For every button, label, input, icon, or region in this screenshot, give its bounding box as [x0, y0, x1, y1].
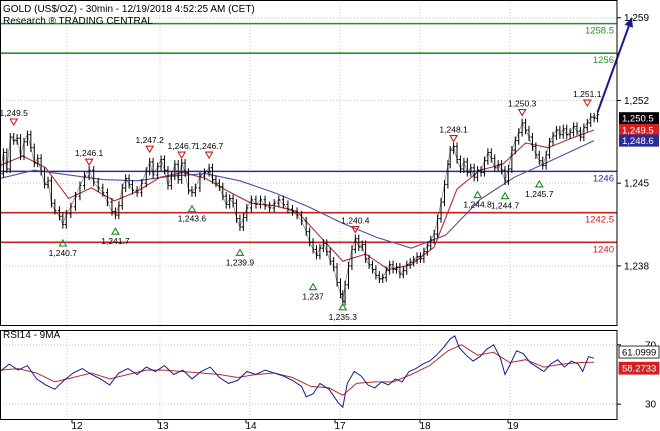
forecast-arrow-head — [624, 17, 634, 28]
x-tick-label-5: 19 — [507, 421, 519, 431]
panel-frames — [0, 0, 618, 420]
forecast-arrow-shaft — [596, 17, 633, 113]
x-tick-label-2: 14 — [245, 421, 257, 431]
level-label-bg-3 — [575, 213, 617, 225]
swing-low-label-7: 1,243.6 — [178, 214, 207, 224]
price-badge-label-0: 1,250.5 — [622, 114, 654, 125]
swing-low-label-6: 1,241.7 — [101, 236, 130, 246]
level-label-4: 1240 — [593, 244, 614, 255]
swing-high-label-2: 1,247.2 — [135, 135, 164, 145]
swing-low-marker-13 — [473, 190, 483, 199]
rsi-panel-frame — [0, 330, 618, 420]
swing-low-label-16: 1,245.7 — [525, 189, 554, 199]
price-badges: 1,250.51,249.51,248.6 61.0999 58.2733 — [618, 112, 660, 375]
swing-low-marker-11 — [338, 302, 348, 311]
swing-high-label-15: 1,250.3 — [508, 99, 537, 109]
price-line — [0, 114, 598, 302]
price-badge-0 — [619, 112, 659, 125]
x-tick-label-1: 13 — [157, 421, 169, 431]
level-label-2: 1246 — [593, 173, 614, 184]
swing-high-marker-12 — [449, 134, 459, 143]
x-tick-label-0: 12 — [71, 421, 83, 431]
swing-high-label-10: 1,240.4 — [341, 216, 370, 226]
level-label-3: 1242.5 — [585, 215, 614, 226]
level-label-0: 1258.5 — [585, 26, 614, 37]
forecast-arrow — [596, 17, 634, 113]
swing-annotations: 1,249.51,246.11,247.21,246.7 1,246.71,240… — [0, 89, 602, 322]
swing-low-label-9: 1,237 — [302, 292, 324, 302]
swing-low-marker-6 — [110, 227, 120, 235]
swing-high-label-0: 1,249.5 — [0, 108, 28, 118]
rsi-badge-1 — [618, 361, 660, 375]
y-tick-label-3: 1,238 — [624, 261, 649, 272]
level-label-bg-1 — [586, 54, 617, 66]
swing-high-marker-1 — [84, 158, 94, 167]
level-label-bg-2 — [586, 172, 617, 184]
rsi-panel — [0, 335, 595, 409]
level-label-bg-0 — [575, 24, 617, 36]
swing-high-marker-2 — [145, 145, 155, 154]
swing-high-marker-15 — [517, 108, 527, 117]
swing-low-label-8: 1,239.9 — [226, 257, 255, 267]
slow-moving-average — [0, 140, 595, 249]
swing-high-label-4: 1,246.7 — [195, 141, 224, 151]
chart-subtitle: Research ® TRADING CENTRAL — [3, 16, 153, 27]
swing-low-marker-14 — [500, 191, 510, 200]
y-tick-label-0: 1,259 — [624, 13, 649, 24]
y-tick-label-1: 1,252 — [624, 96, 649, 107]
x-tick-label-4: 18 — [419, 421, 431, 431]
swing-low-label-5: 1,240.7 — [49, 248, 78, 258]
swing-low-marker-7 — [187, 204, 197, 213]
rsi-title: RSI14 - 9MA — [3, 330, 61, 341]
swing-high-marker-17 — [582, 99, 592, 108]
x-tick-label-3: 17 — [334, 421, 346, 431]
price-badge-label-2: 1,248.6 — [622, 136, 654, 147]
rsi-line — [0, 335, 595, 409]
swing-high-marker-10 — [350, 225, 360, 234]
rsi-y-tick-label-1: 30 — [645, 400, 657, 411]
level-label-1: 1256 — [593, 55, 614, 66]
swing-high-label-17: 1,251.1 — [573, 89, 602, 99]
swing-low-marker-9 — [308, 282, 318, 291]
rsi-badge-label-1: 58.2733 — [622, 364, 656, 375]
swing-low-marker-16 — [534, 179, 544, 188]
price-badge-label-1: 1,249.5 — [622, 126, 654, 137]
swing-low-label-11: 1,235.3 — [329, 312, 358, 322]
price-panel-frame — [0, 0, 618, 326]
swing-low-label-14: 1,244.7 — [491, 201, 520, 211]
price-badge-1 — [619, 124, 659, 136]
swing-low-marker-5 — [58, 238, 68, 247]
swing-low-marker-8 — [235, 248, 245, 257]
swing-high-marker-4 — [204, 151, 214, 160]
grid — [0, 0, 617, 419]
y-tick-label-2: 1,245 — [624, 179, 649, 190]
rsi-badge-0 — [618, 345, 660, 359]
swing-high-label-3: 1,246.7 — [167, 141, 196, 151]
level-label-bg-4 — [586, 243, 617, 255]
support-resistance-levels: 1258.5 1256 1246 1242.5 1240 — [0, 22, 617, 255]
price-series — [0, 110, 600, 306]
chart-title: GOLD (US$/OZ) - 30min - 12/19/2018 4:52:… — [3, 4, 255, 15]
price-badge-2 — [619, 134, 659, 147]
swing-low-label-13: 1,244.8 — [463, 200, 492, 210]
ma-slow-line — [0, 140, 595, 249]
swing-high-label-1: 1,246.1 — [75, 148, 104, 158]
swing-high-marker-3 — [177, 151, 187, 160]
rsi-badge-label-0: 61.0999 — [622, 348, 656, 359]
swing-high-label-12: 1,248.1 — [439, 125, 468, 135]
swing-high-marker-0 — [9, 118, 19, 127]
